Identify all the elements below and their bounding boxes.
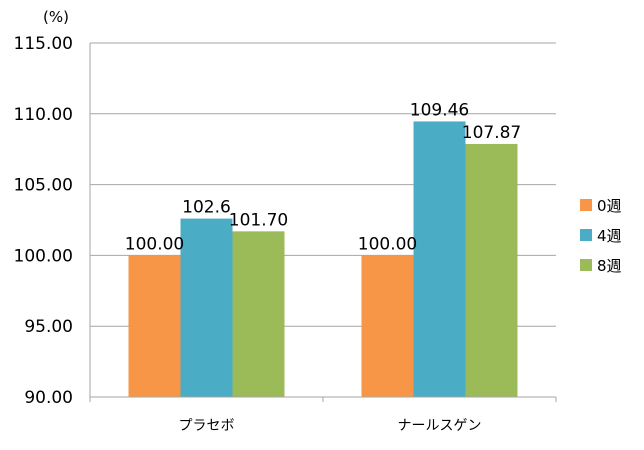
legend-label: 8週 (597, 257, 622, 275)
y-axis-unit-label: (%) (43, 8, 69, 26)
bar (232, 231, 285, 397)
data-label: 100.00 (125, 234, 184, 254)
y-tick-label: 90.00 (24, 388, 73, 408)
bar (128, 255, 181, 397)
x-category-label: ナールスゲン (398, 418, 482, 434)
data-label: 101.70 (229, 210, 288, 230)
y-tick-label: 95.00 (24, 317, 73, 337)
bar (361, 255, 414, 397)
legend-swatch (580, 259, 592, 271)
legend-swatch (580, 199, 592, 211)
y-tick-label: 110.00 (14, 105, 73, 125)
axes (89, 43, 557, 402)
y-tick-label: 115.00 (14, 34, 73, 54)
legend: 0週 4週 8週 (580, 197, 622, 275)
bars (128, 121, 518, 397)
y-tick-labels: 90.00 95.00 100.00 105.00 110.00 115.00 (14, 34, 73, 408)
legend-label: 4週 (597, 227, 622, 245)
bar (413, 121, 466, 397)
data-label: 102.6 (182, 198, 231, 218)
y-tick-label: 100.00 (14, 246, 73, 266)
x-category-labels: プラセボ ナールスゲン (179, 418, 482, 434)
y-tick-label: 105.00 (14, 176, 73, 196)
bar (465, 143, 518, 397)
data-label: 107.87 (462, 123, 521, 143)
bar (180, 218, 233, 397)
legend-swatch (580, 229, 592, 241)
x-category-label: プラセボ (179, 418, 235, 434)
legend-label: 0週 (597, 197, 622, 215)
data-label: 109.46 (410, 100, 469, 120)
data-label: 100.00 (358, 234, 417, 254)
